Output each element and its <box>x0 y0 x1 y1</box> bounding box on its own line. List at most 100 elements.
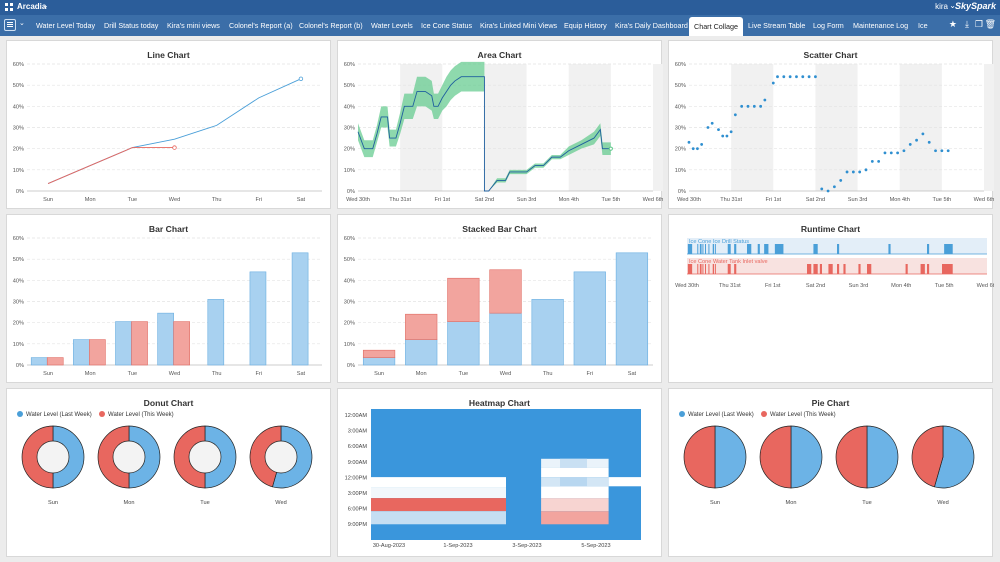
bar-chart-panel: Bar Chart 0% 10% 20% 30% 40% 50% 60% Sun Mon Tue W… <box>6 214 331 383</box>
tab-kira-s-mini-views[interactable]: Kira's mini views <box>167 21 220 30</box>
heatmap-cell <box>371 532 609 540</box>
y-tick-label: 50% <box>344 83 355 89</box>
runtime-on-segment <box>843 264 846 274</box>
y-tick-label: 12:00PM <box>345 475 368 481</box>
x-tick-label: Fri 1st <box>435 197 451 203</box>
x-tick-label: Thu 31st <box>720 197 742 203</box>
scatter-point <box>691 147 695 151</box>
scatter-point <box>801 75 805 79</box>
chevron-down-icon[interactable]: ⌄ <box>19 20 25 27</box>
runtime-on-segment <box>702 244 704 254</box>
y-tick-label: 50% <box>344 257 355 263</box>
donut-chart-panel: Donut Chart Water Level (Last Week) Water… <box>6 388 331 557</box>
weekday-shade <box>653 64 663 191</box>
y-tick-label: 30% <box>13 300 24 306</box>
chevron-down-icon[interactable]: ⌄ <box>42 1 49 10</box>
legend-swatch <box>17 411 23 417</box>
pie-slice <box>759 425 792 489</box>
donut-chart: Water Level (Last Week) Water Level (This… <box>17 411 313 506</box>
project-name[interactable]: Arcadia <box>17 2 47 11</box>
tab-maintenance-log[interactable]: Maintenance Log <box>853 21 909 30</box>
scatter-point <box>896 151 900 155</box>
tab-log-form[interactable]: Log Form <box>813 21 844 30</box>
scatter-point <box>706 126 710 129</box>
y-tick-label: 3:00PM <box>348 491 368 497</box>
scatter-point <box>776 75 779 79</box>
tab-drill-status-today[interactable]: Drill Status today <box>104 21 159 30</box>
x-tick-label: 5-Sep-2023 <box>581 543 610 549</box>
scatter-point <box>729 130 733 134</box>
runtime-row-label: Ice Cone Water Tank Inlet valve <box>689 259 768 265</box>
runtime-on-segment <box>708 264 710 274</box>
y-tick-label: 6:00AM <box>348 444 368 450</box>
runtime-on-segment <box>699 244 702 254</box>
y-tick-label: 20% <box>13 147 24 153</box>
y-tick-label: 0% <box>16 189 24 195</box>
x-tick-label: Fri <box>256 371 263 377</box>
user-menu[interactable]: kira <box>935 2 948 11</box>
tab-kira-s-linked-mini-views[interactable]: Kira's Linked Mini Views <box>480 21 558 30</box>
chart-title: Runtime Chart <box>800 224 861 234</box>
runtime-on-segment <box>764 244 769 254</box>
delete-icon[interactable]: 🗑 <box>984 19 996 29</box>
y-tick-label: 50% <box>13 257 24 263</box>
runtime-on-segment <box>819 264 822 274</box>
x-tick-label: Fri <box>256 197 263 203</box>
y-tick-label: 30% <box>344 126 355 132</box>
heatmap-cell <box>541 467 609 478</box>
x-tick-label: Wed 30th <box>677 197 701 203</box>
tab-colonel-s-report-a[interactable]: Colonel's Report (a) <box>229 21 293 30</box>
x-tick-label: Sun 3rd <box>517 197 537 203</box>
tab-water-level-today[interactable]: Water Level Today <box>36 21 96 30</box>
scatter-point <box>845 170 849 174</box>
stacked-bar-segment <box>447 321 480 366</box>
y-tick-label: 0% <box>678 189 686 195</box>
x-tick-label: Thu <box>212 197 222 203</box>
runtime-on-segment <box>687 244 693 254</box>
runtime-on-segment <box>774 244 784 254</box>
runtime-on-segment <box>705 264 706 274</box>
tab-chart-collage[interactable]: Chart Collage <box>689 17 743 36</box>
scatter-point <box>839 179 843 182</box>
chevron-down-icon[interactable]: ⌄ <box>949 1 956 10</box>
apps-grid-icon[interactable] <box>5 3 13 11</box>
pie-label: Sun <box>48 500 58 506</box>
tab-live-stream-table[interactable]: Live Stream Table <box>748 21 806 30</box>
copy-icon[interactable]: ❐ <box>974 19 983 29</box>
area-chart-panel: Area Chart Wed 30th Thu 31st Fri 1st Sat 2n… <box>337 40 663 209</box>
y-tick-label: 10% <box>13 342 24 348</box>
tab-equip-history[interactable]: Equip History <box>564 21 607 30</box>
x-tick-label: Mon <box>85 371 96 377</box>
scatter-point <box>771 81 775 85</box>
tab-colonel-s-report-b[interactable]: Colonel's Report (b) <box>299 21 363 30</box>
y-tick-label: 20% <box>344 321 355 327</box>
x-tick-label: Thu 31st <box>389 197 411 203</box>
x-tick-label: Sat <box>297 371 306 377</box>
star-icon[interactable]: ★ <box>948 19 957 29</box>
line-end-point <box>298 76 304 82</box>
x-tick-label: Wed 6th <box>977 283 994 289</box>
chart-title: Scatter Chart <box>803 50 858 60</box>
view-menu-icon[interactable] <box>4 19 16 31</box>
heatmap-cell <box>541 511 609 525</box>
runtime-on-segment <box>712 244 714 254</box>
scatter-point <box>814 75 817 79</box>
tab-ice-cone-status[interactable]: Ice Cone Status <box>421 21 473 30</box>
runtime-on-segment <box>734 264 737 274</box>
scatter-point <box>877 159 881 163</box>
tab-kira-s-daily-dashboard[interactable]: Kira's Daily Dashboard <box>615 21 688 30</box>
pie-slice <box>683 425 716 489</box>
scatter-point <box>687 140 691 144</box>
x-tick-label: Tue <box>128 371 137 377</box>
x-tick-label: Fri 1st <box>765 283 781 289</box>
x-tick-label: Tue 5th <box>932 197 951 203</box>
tab-ice[interactable]: Ice <box>918 21 928 30</box>
x-tick-label: Fri <box>587 371 594 377</box>
x-tick-label: Sat 2nd <box>806 197 825 203</box>
y-tick-label: 20% <box>13 321 24 327</box>
legend-label: Water Level (This Week) <box>108 412 174 418</box>
download-icon[interactable]: ⤓ <box>965 19 969 29</box>
bar <box>89 339 106 366</box>
x-tick-label: Sun <box>43 371 53 377</box>
tab-water-levels[interactable]: Water Levels <box>371 21 413 30</box>
